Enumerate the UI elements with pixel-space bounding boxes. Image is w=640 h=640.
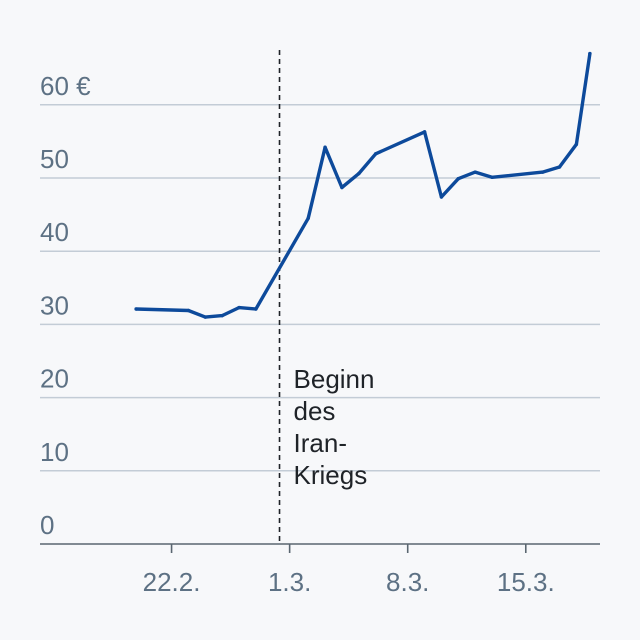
data-point bbox=[422, 130, 427, 134]
data-point bbox=[237, 305, 241, 310]
data-point bbox=[574, 142, 579, 147]
data-point bbox=[203, 315, 208, 319]
data-point bbox=[373, 152, 378, 156]
data-point bbox=[254, 307, 258, 311]
data-point bbox=[186, 308, 191, 313]
data-point bbox=[323, 145, 327, 149]
x-tick-label: 22.2. bbox=[143, 567, 201, 597]
data-point bbox=[357, 171, 361, 176]
data-point bbox=[473, 170, 477, 174]
data-point bbox=[588, 51, 592, 56]
event-annotation: Beginn des Iran-Kriegs bbox=[294, 364, 375, 490]
data-point bbox=[540, 170, 545, 174]
y-tick-label: 30 bbox=[40, 290, 69, 320]
x-tick-label: 15.3. bbox=[497, 567, 555, 597]
series-line-0 bbox=[134, 51, 592, 319]
data-point bbox=[557, 165, 562, 169]
y-tick-label: 40 bbox=[40, 217, 69, 247]
y-tick-label: 60 € bbox=[40, 71, 91, 101]
x-tick-label: 1.3. bbox=[268, 567, 311, 597]
x-tick-label: 8.3. bbox=[386, 567, 429, 597]
data-point bbox=[456, 177, 461, 181]
data-point bbox=[439, 195, 444, 199]
data-point bbox=[134, 307, 138, 311]
data-point bbox=[490, 175, 494, 179]
data-point bbox=[220, 313, 224, 318]
y-tick-label: 20 bbox=[40, 364, 69, 394]
y-tick-label: 10 bbox=[40, 437, 69, 467]
y-tick-label: 50 bbox=[40, 144, 69, 174]
data-point bbox=[306, 216, 310, 220]
data-point bbox=[340, 185, 344, 190]
y-tick-label: 0 bbox=[40, 510, 54, 540]
